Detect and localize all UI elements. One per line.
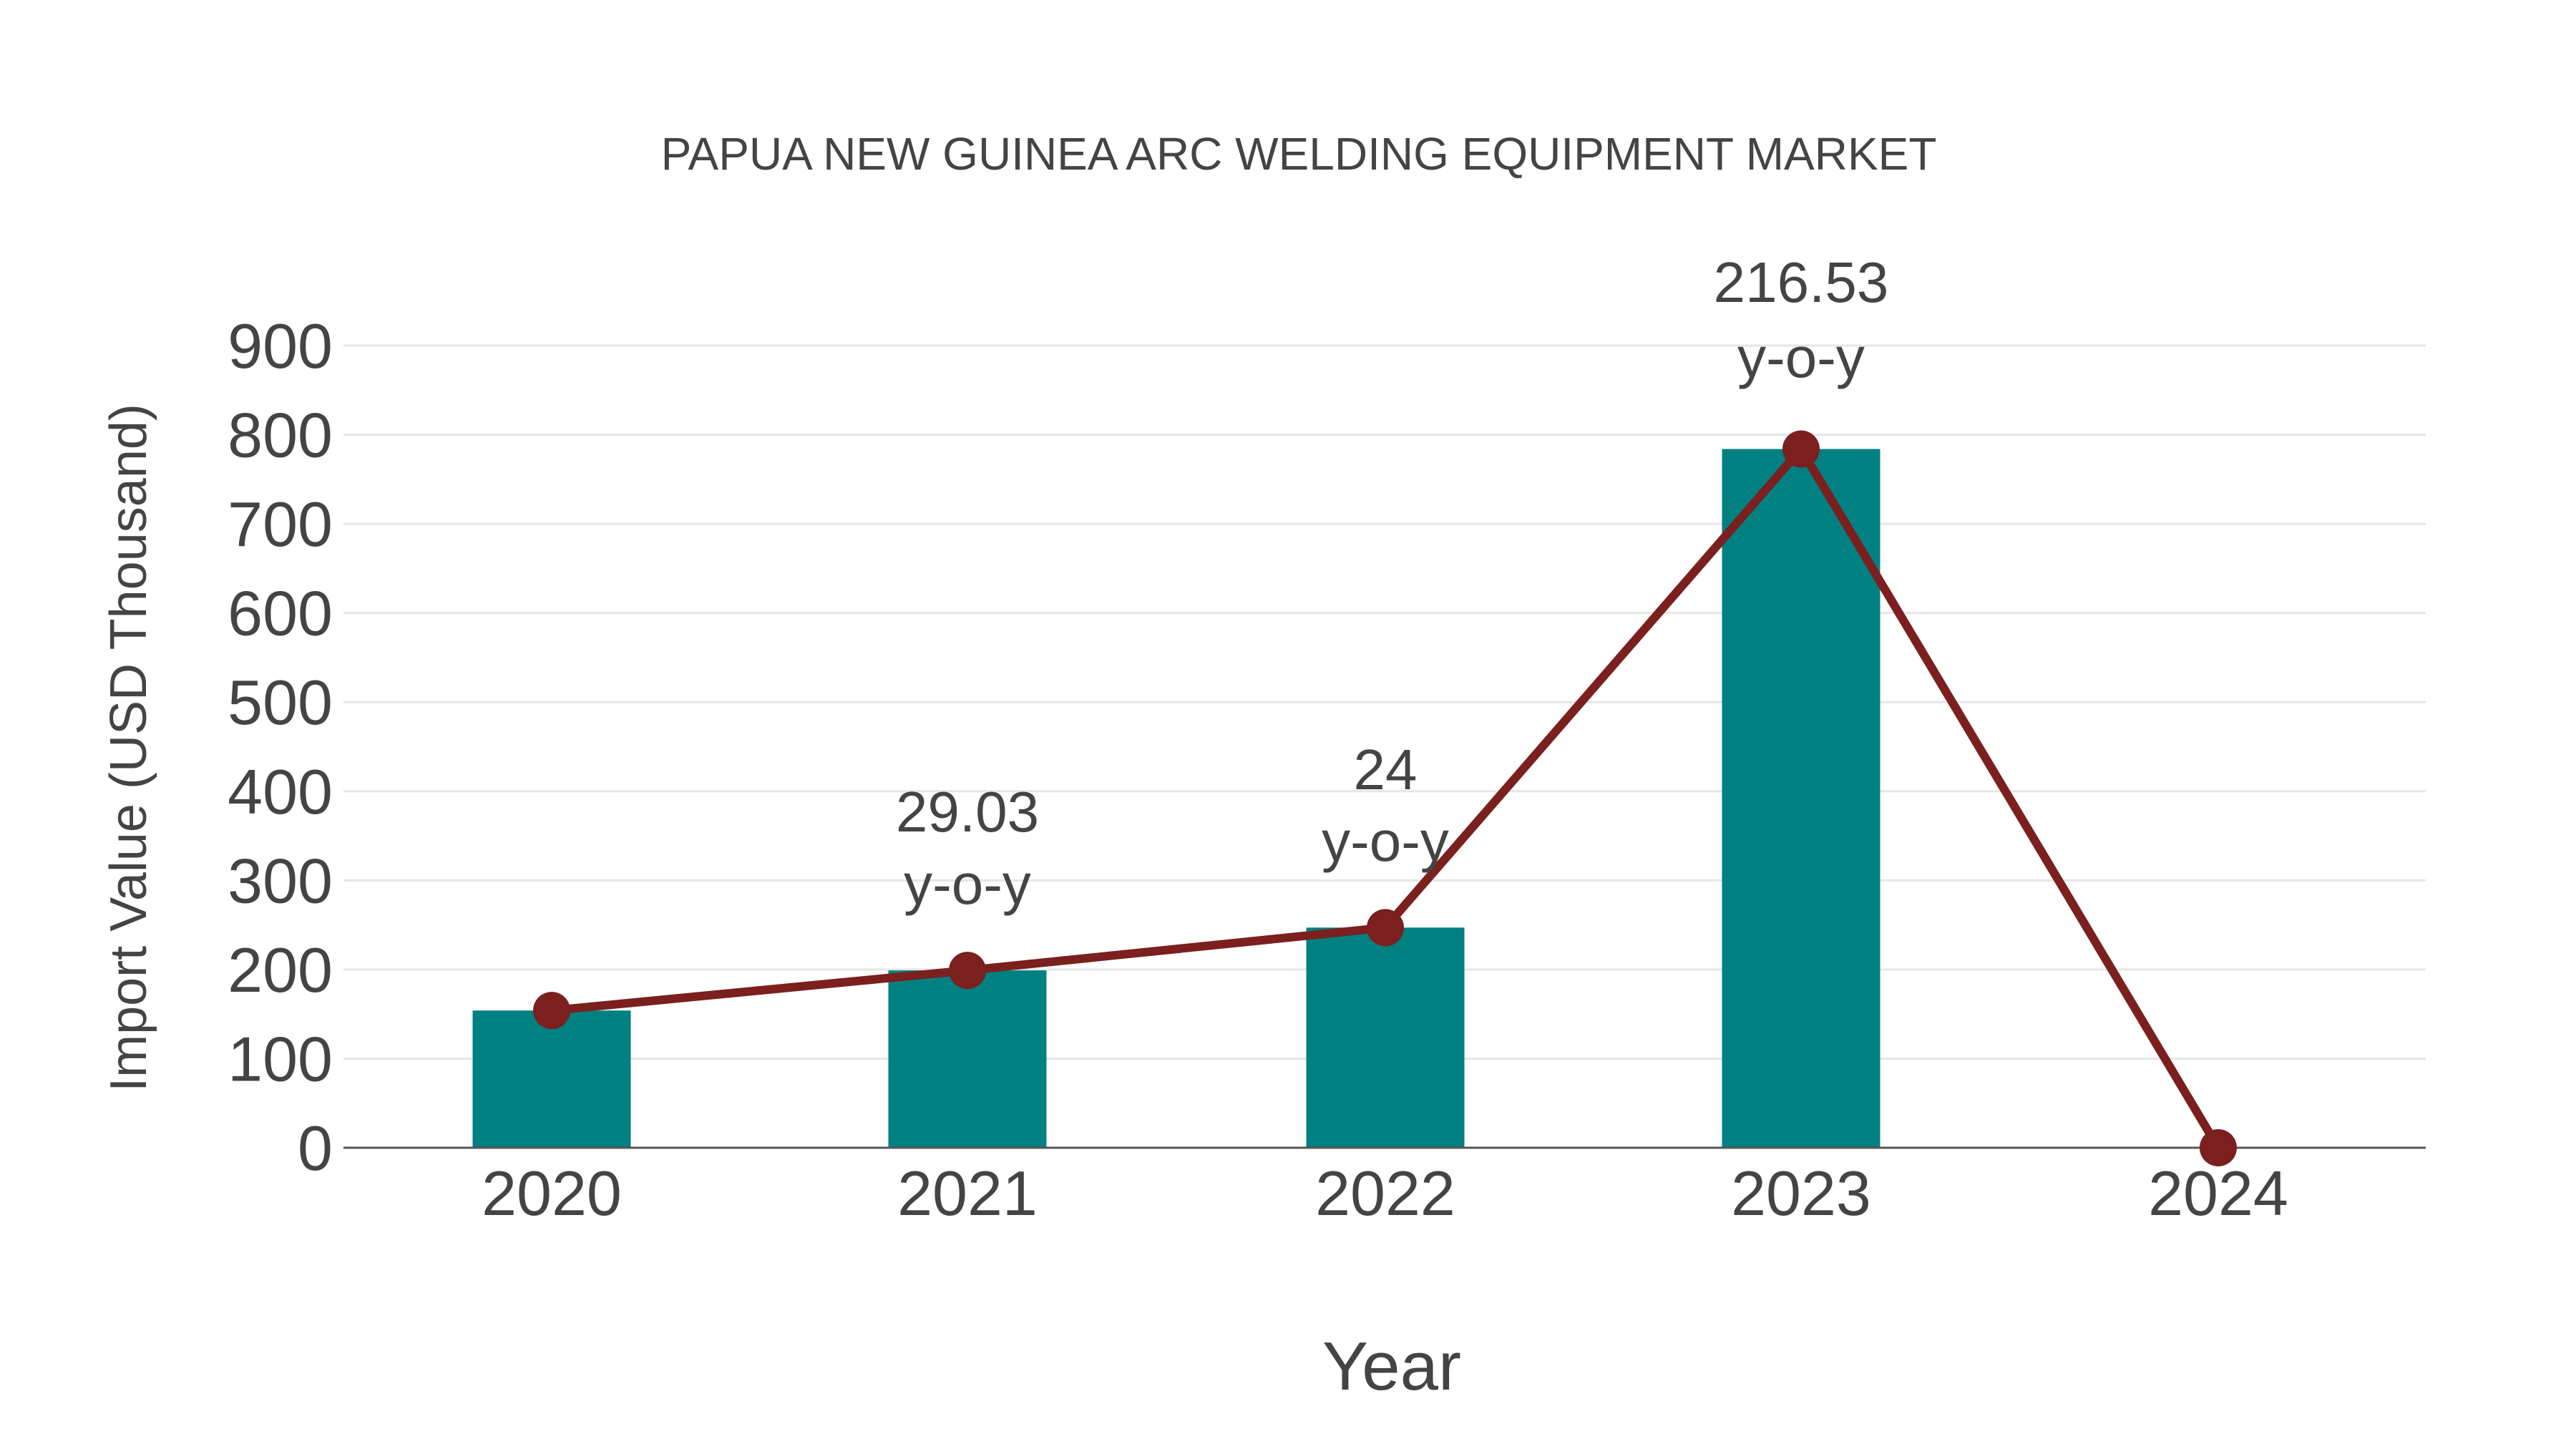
yoy-suffix: y-o-y	[1737, 326, 1865, 389]
chart-title: PAPUA NEW GUINEA ARC WELDING EQUIPMENT M…	[660, 128, 1937, 180]
y-tick-label: 800	[228, 400, 333, 471]
yoy-value: 24	[1354, 738, 1418, 801]
x-tick-label: 2021	[897, 1158, 1038, 1229]
yoy-annotations: 29.03 y-o-y 24 y-o-y 216.53 y-o-y	[896, 250, 1888, 916]
bar-2021	[888, 970, 1047, 1148]
trend-marker-2020	[533, 992, 570, 1030]
yoy-value: 29.03	[896, 780, 1039, 844]
x-axis-ticks: 2020 2021 2022 2023 2024	[482, 1158, 2288, 1229]
y-tick-label: 200	[228, 935, 333, 1005]
gridlines	[343, 344, 2426, 1060]
trend-marker-2024	[2200, 1129, 2237, 1166]
trend-marker-2022	[1367, 909, 1404, 947]
x-tick-label: 2023	[1731, 1158, 1871, 1229]
bar-series	[472, 449, 1880, 1148]
x-tick-label: 2022	[1315, 1158, 1455, 1229]
y-tick-label: 300	[228, 845, 333, 916]
y-tick-label: 0	[298, 1113, 333, 1184]
y-tick-label: 600	[228, 578, 333, 649]
trend-marker-2021	[949, 952, 986, 990]
y-tick-label: 700	[228, 489, 333, 560]
y-tick-label: 900	[228, 311, 333, 381]
y-axis-ticks: 0 100 200 300 400 500 600 700 800 900	[228, 311, 333, 1184]
x-axis-title: Year	[1322, 1328, 1461, 1405]
yoy-value: 216.53	[1714, 250, 1889, 314]
yoy-suffix: y-o-y	[1322, 809, 1449, 873]
bar-2020	[472, 1010, 631, 1148]
x-tick-label: 2024	[2148, 1158, 2288, 1229]
bar-2023	[1722, 449, 1880, 1148]
trend-marker-2023	[1782, 430, 1820, 468]
y-tick-label: 400	[228, 756, 333, 827]
y-tick-label: 100	[228, 1023, 333, 1094]
line-series	[533, 430, 2237, 1166]
x-tick-label: 2020	[482, 1158, 622, 1229]
yoy-suffix: y-o-y	[904, 852, 1031, 916]
bar-2022	[1306, 927, 1465, 1148]
y-tick-label: 500	[228, 667, 333, 738]
